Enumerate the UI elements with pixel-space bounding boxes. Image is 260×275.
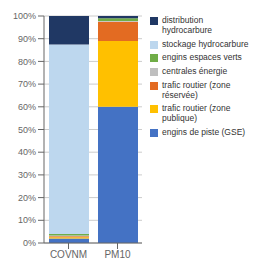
svg-text:30%: 30% xyxy=(18,170,36,180)
svg-text:20%: 20% xyxy=(18,193,36,203)
svg-text:90%: 90% xyxy=(18,34,36,44)
html-text:centrales énergie: centrales énergie xyxy=(162,66,228,77)
svg-text:PM10: PM10 xyxy=(104,249,131,260)
svg-text:80%: 80% xyxy=(18,57,36,67)
svg-text:0%: 0% xyxy=(23,238,36,248)
html-text:stockage hydrocarbure: stockage hydrocarbure xyxy=(162,38,249,49)
svg-text:40%: 40% xyxy=(18,147,36,157)
html-text:engins de piste (GSE): engins de piste (GSE) xyxy=(162,126,246,137)
svg-text:100%: 100% xyxy=(13,11,36,21)
svg-text:COVNM: COVNM xyxy=(50,249,87,260)
html-text:distribution hydrocarbure: distribution hydrocarbure xyxy=(162,15,213,35)
svg-text:50%: 50% xyxy=(18,125,36,135)
svg-text:60%: 60% xyxy=(18,102,36,112)
html-text:trafic routier (zone réservée): trafic routier (zone réservée) xyxy=(162,79,231,100)
svg-text:10%: 10% xyxy=(18,215,36,225)
html-text:trafic routier (zone publique): trafic routier (zone publique) xyxy=(162,103,231,124)
svg-text:70%: 70% xyxy=(18,79,36,89)
html-text:engins espaces verts: engins espaces verts xyxy=(162,52,242,63)
